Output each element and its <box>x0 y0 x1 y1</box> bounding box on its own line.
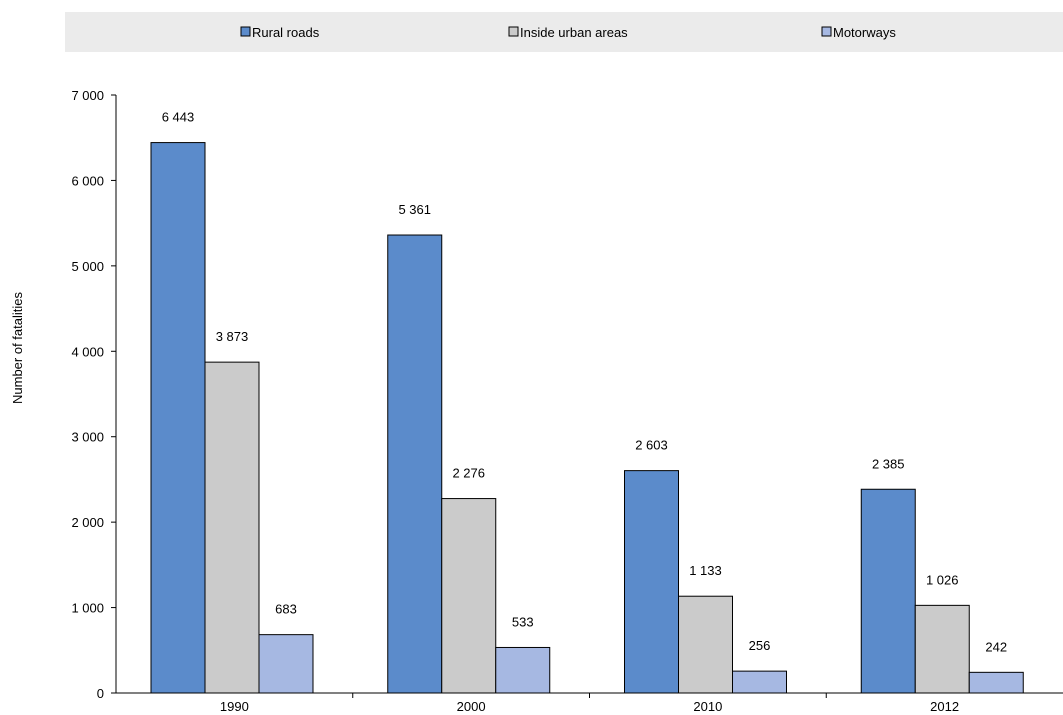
y-tick-label: 3 000 <box>71 430 104 445</box>
legend-swatch <box>821 26 832 37</box>
legend: Rural roads Inside urban areas Motorways <box>240 25 896 40</box>
y-tick-label: 2 000 <box>71 515 104 530</box>
bar <box>150 142 206 694</box>
bar <box>624 470 679 694</box>
data-label: 1 133 <box>689 563 722 578</box>
bar <box>204 361 260 694</box>
legend-swatch <box>508 26 519 37</box>
bar <box>258 634 314 694</box>
data-label: 242 <box>985 639 1007 654</box>
data-label: 3 873 <box>216 329 249 344</box>
bar <box>678 595 733 694</box>
data-label: 2 603 <box>635 438 668 453</box>
legend-swatch <box>240 26 251 37</box>
y-tick-label: 0 <box>97 686 104 701</box>
bar <box>495 646 551 694</box>
y-tick-label: 7 000 <box>71 88 104 103</box>
y-tick-label: 6 000 <box>71 173 104 188</box>
data-label: 6 443 <box>162 110 195 125</box>
data-label: 2 385 <box>872 456 905 471</box>
bars: 6 443 5 361 2 603 2 385 3 873 2 276 1 133 1 026… <box>150 110 1024 694</box>
y-tick-label: 5 000 <box>71 259 104 274</box>
x-tick-label: 2000 <box>457 699 486 714</box>
bar <box>968 671 1024 694</box>
y-tick-label: 1 000 <box>71 601 104 616</box>
legend-band <box>65 12 1063 52</box>
x-tick-label: 2012 <box>930 699 959 714</box>
y-axis: 0 1 000 2 000 3 000 4 000 5 000 6 000 7 000 <box>71 88 117 701</box>
x-tick-label: 1990 <box>220 699 249 714</box>
y-tick-label: 4 000 <box>71 344 104 359</box>
data-label: 1 026 <box>926 572 959 587</box>
legend-label: Motorways <box>833 25 896 40</box>
bar <box>732 670 787 694</box>
data-label: 5 361 <box>398 202 431 217</box>
bar <box>387 234 443 694</box>
bar <box>860 488 916 694</box>
legend-label: Inside urban areas <box>520 25 628 40</box>
y-axis-label: Number of fatalities <box>10 292 25 404</box>
legend-label: Rural roads <box>252 25 320 40</box>
bar <box>441 498 497 694</box>
bar <box>914 604 970 694</box>
x-axis: 1990 2000 2010 2012 <box>116 692 1063 714</box>
data-label: 683 <box>275 602 297 617</box>
data-label: 2 276 <box>452 466 485 481</box>
data-label: 533 <box>512 614 534 629</box>
data-label: 256 <box>749 638 771 653</box>
x-tick-label: 2010 <box>693 699 722 714</box>
